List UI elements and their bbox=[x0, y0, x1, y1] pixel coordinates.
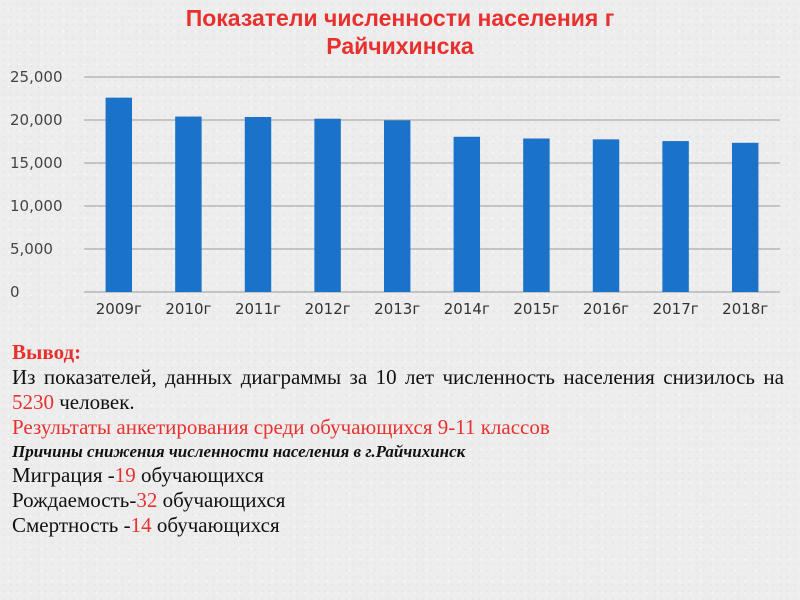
death-value: 14 bbox=[130, 513, 152, 537]
x-tick-label: 2009г bbox=[96, 300, 142, 318]
x-tick-label: 2013г bbox=[374, 300, 420, 318]
birth-value: 32 bbox=[136, 488, 158, 512]
birth-label: Рождаемость- bbox=[12, 488, 137, 512]
y-tick-label: 25,000 bbox=[10, 68, 63, 86]
bar-2016г bbox=[592, 139, 620, 292]
x-tick-label: 2010г bbox=[165, 300, 211, 318]
bar-2009г bbox=[105, 97, 133, 292]
y-tick-label: 10,000 bbox=[10, 197, 63, 215]
survey-line: Результаты анкетирования среди обучающих… bbox=[12, 415, 550, 439]
y-tick-label: 0 bbox=[10, 283, 20, 301]
birth-suffix: обучающихся bbox=[157, 488, 286, 512]
migration-suffix: обучающихся bbox=[135, 463, 264, 487]
bar-chart: 0 5,000 10,000 15,000 20,000 25,000 2009г 2010… bbox=[10, 68, 780, 318]
bar-2012г bbox=[314, 118, 341, 293]
summary-text-suffix: человек. bbox=[54, 390, 135, 414]
bar-2010г bbox=[175, 116, 202, 292]
bar-2013г bbox=[383, 120, 411, 293]
chart-title-line-1: Показатели численности населения г bbox=[185, 5, 615, 31]
reasons-heading: Причины снижения численности населения в… bbox=[12, 442, 466, 461]
x-tick-label: 2015г bbox=[513, 300, 559, 318]
y-tick-label: 20,000 bbox=[10, 111, 63, 129]
x-tick-label: 2017г bbox=[653, 300, 699, 318]
summary-text-prefix: Из показателей, данных диаграммы за 10 л… bbox=[12, 365, 784, 389]
x-tick-label: 2016г bbox=[583, 300, 629, 318]
bar-2015г bbox=[523, 138, 550, 292]
x-tick-label: 2012г bbox=[305, 300, 351, 318]
reason-birth-rate: Рождаемость-32 обучающихся bbox=[12, 488, 784, 513]
conclusion-heading: Вывод: bbox=[12, 340, 82, 364]
conclusion-summary: Из показателей, данных диаграммы за 10 л… bbox=[12, 365, 784, 415]
y-tick-label: 5,000 bbox=[10, 240, 53, 258]
death-suffix: обучающихся bbox=[151, 513, 280, 537]
chart-title: Показатели численности населения г Райчи… bbox=[0, 4, 800, 60]
chart-title-line-2: Райчихинска bbox=[326, 33, 474, 59]
x-tick-label: 2018г bbox=[722, 300, 768, 318]
bar-2011г bbox=[244, 116, 272, 293]
summary-decline-value: 5230 bbox=[12, 390, 54, 414]
x-tick-label: 2011г bbox=[235, 300, 281, 318]
bar-2014г bbox=[453, 136, 481, 292]
bar-2018г bbox=[731, 142, 759, 292]
y-tick-label: 15,000 bbox=[10, 154, 63, 172]
chart-bars bbox=[105, 97, 759, 293]
x-tick-label: 2014г bbox=[444, 300, 490, 318]
x-axis-ticks: 2009г 2010г 2011г 2012г 2013г 2014г 2015г 2016г… bbox=[96, 300, 769, 318]
migration-value: 19 bbox=[114, 463, 136, 487]
reason-mortality: Смертность -14 обучающихся bbox=[12, 513, 784, 538]
reason-migration: Миграция -19 обучающихся bbox=[12, 463, 784, 488]
migration-label: Миграция - bbox=[12, 463, 115, 487]
y-axis-ticks: 0 5,000 10,000 15,000 20,000 25,000 bbox=[10, 68, 63, 301]
bar-2017г bbox=[662, 141, 689, 292]
death-label: Смертность - bbox=[12, 513, 131, 537]
conclusion-block: Вывод: Из показателей, данных диаграммы … bbox=[12, 340, 784, 538]
